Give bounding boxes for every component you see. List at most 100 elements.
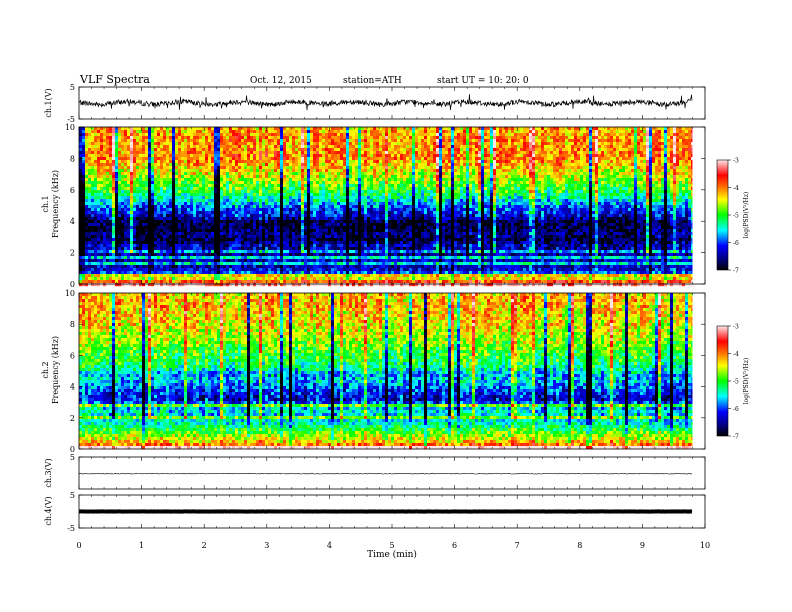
ch1-spec-cell	[538, 184, 542, 188]
ch1-spec-cell	[559, 145, 563, 149]
ch1-spec-cell	[601, 175, 605, 179]
ch1-spec-cell	[121, 181, 125, 185]
ch1-spec-cell	[355, 187, 359, 191]
ch1-spec-cell	[244, 187, 248, 191]
ch1-spec-cell	[259, 142, 263, 146]
ch1-spec-cell	[508, 127, 512, 131]
ch1-spec-cell	[160, 151, 164, 155]
ch1-spec-cell	[637, 193, 641, 197]
ch1-spec-cell	[406, 196, 410, 200]
ch1-spec-cell	[526, 166, 530, 170]
ch1-spec-cell	[199, 169, 203, 173]
ch1-spec-cell	[187, 175, 191, 179]
ch1-spec-cell	[352, 130, 356, 134]
ch1-spec-cell	[367, 181, 371, 185]
ch1-spec-cell	[634, 133, 638, 137]
ch1-spec-cell	[544, 169, 548, 173]
ch1-spec-cell	[487, 154, 491, 158]
ch1-spec-cell	[406, 166, 410, 170]
ch1-spec-cell	[268, 148, 272, 152]
ch1-spec-cell	[316, 130, 320, 134]
ch1-spec-cell	[154, 136, 158, 140]
ch1-spec-cell	[313, 172, 317, 176]
ch1-spec-cell	[109, 145, 113, 149]
ch1-spec-cell	[199, 190, 203, 194]
ch1-spec-cell	[91, 139, 95, 143]
ch1-spec-cell	[472, 154, 476, 158]
ch1-spec-cell	[409, 196, 413, 200]
ch1-spec-cell	[439, 190, 443, 194]
ch1-spec-cell	[472, 178, 476, 182]
ch1-spec-cell	[493, 166, 497, 170]
ch1-spec-cell	[181, 175, 185, 179]
ch1-spec-cell	[568, 151, 572, 155]
ch1-spec-cell	[79, 133, 83, 137]
ch1-spec-cell	[355, 169, 359, 173]
ch1-spec-cell	[118, 145, 122, 149]
ch1-spec-cell	[589, 193, 593, 197]
ch1-spec-cell	[97, 139, 101, 143]
ch1-spec-cell	[355, 130, 359, 134]
ch1-spec-cell	[331, 142, 335, 146]
ch1-spec-cell	[148, 136, 152, 140]
ch1-spec-cell	[205, 157, 209, 161]
ch1-spec-cell	[640, 151, 644, 155]
ch1-spec-cell	[634, 181, 638, 185]
ch1-spec-cell	[661, 139, 665, 143]
ch1-spec-cell	[208, 136, 212, 140]
ch1-spec-cell	[502, 169, 506, 173]
ch1-spec-cell	[157, 169, 161, 173]
ch1-spec-cell	[523, 157, 527, 161]
ch1-spec-cell	[499, 148, 503, 152]
ch1-spec-cell	[670, 136, 674, 140]
ch1-spec-cell	[580, 136, 584, 140]
ch1-spec-cell	[427, 166, 431, 170]
ch1-spec-cell	[592, 160, 596, 164]
ch1-spec-cell	[391, 187, 395, 191]
ch1-spec-cell	[307, 148, 311, 152]
ch1-spec-cell	[559, 172, 563, 176]
ch1-spec-cell	[442, 145, 446, 149]
ch1-spec-cell	[124, 181, 128, 185]
ch1-spec-cell	[571, 142, 575, 146]
ch1-spec-cell	[118, 133, 122, 137]
ch1-spec-cell	[409, 172, 413, 176]
ch1-spec-cell	[466, 178, 470, 182]
ch1-spec-cell	[631, 169, 635, 173]
ch1-spec-cell	[208, 130, 212, 134]
ch1-spec-cell	[265, 181, 269, 185]
ch1-spec-cell	[613, 148, 617, 152]
ch1-spec-cell	[133, 157, 137, 161]
ch1-spec-cell	[229, 190, 233, 194]
ch1-spec-cell	[94, 193, 98, 197]
ch1-spec-cell	[493, 142, 497, 146]
ch1-spec-cell	[559, 181, 563, 185]
ch1-spec-cell	[346, 148, 350, 152]
ch1-spec-cell	[637, 148, 641, 152]
ch1-spec-cell	[553, 163, 557, 167]
ch1-spec-cell	[196, 151, 200, 155]
ch1-spec-cell	[85, 187, 89, 191]
ch1-spec-cell	[412, 190, 416, 194]
ch1-spec-cell	[430, 166, 434, 170]
ch1-spec-cell	[169, 130, 173, 134]
ch1-spec-cell	[439, 163, 443, 167]
ch1-spec-cell	[457, 169, 461, 173]
ch1-spec-cell	[529, 196, 533, 200]
ch1-spec-cell	[148, 181, 152, 185]
ch1-spec-cell	[478, 136, 482, 140]
ch1-spec-cell	[499, 127, 503, 131]
ch1-spec-cell	[274, 169, 278, 173]
ch1-spec-cell	[385, 166, 389, 170]
ch1-spec-cell	[556, 178, 560, 182]
date-label: Oct. 12, 2015	[250, 76, 312, 86]
ch1-spec-cell	[676, 139, 680, 143]
ch1-spec-cell	[277, 130, 281, 134]
ch1-spec-cell	[196, 142, 200, 146]
ch1-spec-cell	[466, 184, 470, 188]
ch1-spec-cell	[379, 166, 383, 170]
ch1-spec-cell	[157, 160, 161, 164]
ch1-spec-cell	[538, 196, 542, 200]
ch1-spec-cell	[526, 160, 530, 164]
ch1-spec-cell	[358, 130, 362, 134]
